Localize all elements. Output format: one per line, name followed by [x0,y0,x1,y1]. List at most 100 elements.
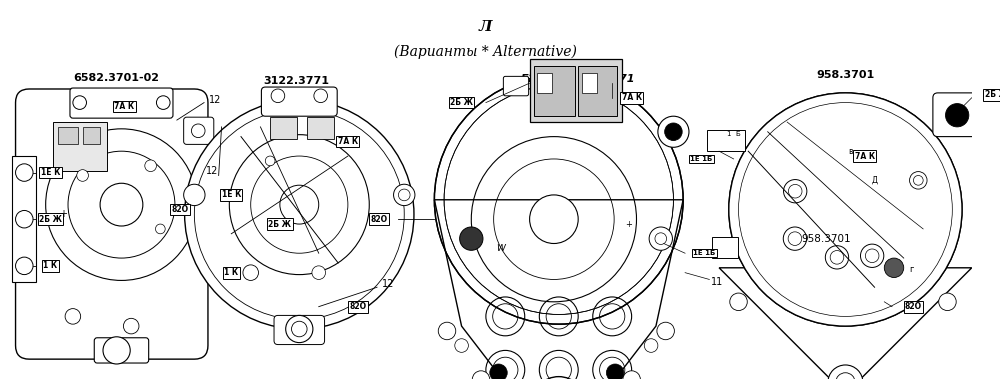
Circle shape [665,123,682,141]
Bar [530,59,622,122]
Circle shape [884,258,904,278]
Circle shape [103,337,130,364]
Circle shape [398,189,410,201]
Text: 82О: 82О [370,215,388,224]
Circle shape [860,244,884,267]
Polygon shape [719,268,972,384]
Circle shape [184,184,205,205]
Circle shape [191,124,205,137]
Text: 82О: 82О [905,302,922,311]
Text: 12: 12 [382,279,394,289]
Circle shape [939,293,956,311]
Text: Г273В; 1322.3771: Г273В; 1322.3771 [521,73,635,83]
Text: +: + [59,209,67,219]
Text: 2Б Ж: 2Б Ж [450,98,473,107]
Circle shape [145,160,156,172]
Circle shape [913,175,923,185]
Text: 2Б Ж: 2Б Ж [268,220,291,228]
Bar [53,122,107,170]
Circle shape [490,364,507,381]
Circle shape [16,164,33,181]
Bar [537,73,552,93]
Circle shape [623,371,640,384]
Circle shape [16,257,33,275]
Text: 958.3701: 958.3701 [801,233,851,243]
Circle shape [788,232,802,245]
Text: 82О: 82О [349,302,366,311]
Circle shape [644,339,658,353]
Circle shape [123,318,139,334]
Text: 7А К: 7А К [855,152,875,161]
FancyBboxPatch shape [16,89,208,359]
Circle shape [530,195,578,243]
Text: 2Б Ж: 2Б Ж [985,90,1000,99]
Text: 1Е 1Б: 1Е 1Б [693,250,716,256]
Bar [12,156,36,282]
Circle shape [784,180,807,203]
Circle shape [655,233,667,245]
Circle shape [472,371,490,384]
Circle shape [729,93,962,326]
Text: 1Е 1Б: 1Е 1Б [690,156,713,162]
Text: 2Б Ж: 2Б Ж [39,215,62,224]
Circle shape [155,224,165,234]
Bar [534,66,575,116]
FancyBboxPatch shape [261,87,337,116]
Polygon shape [434,200,683,384]
Circle shape [783,227,807,250]
Text: 7А К: 7А К [338,137,358,146]
Circle shape [286,315,313,343]
Circle shape [825,246,849,269]
Text: 1Е К: 1Е К [222,190,241,199]
FancyBboxPatch shape [712,237,738,258]
Circle shape [830,250,844,264]
Circle shape [265,156,275,166]
Circle shape [292,321,307,337]
Text: Д: Д [872,176,878,185]
Circle shape [438,322,456,340]
Circle shape [73,96,86,109]
Circle shape [649,227,672,250]
Text: 82О: 82О [171,205,188,214]
FancyBboxPatch shape [94,338,149,363]
Circle shape [729,93,962,326]
Text: в: в [848,147,853,156]
Circle shape [730,293,747,311]
Circle shape [946,104,969,127]
Circle shape [910,172,927,189]
Circle shape [65,309,81,324]
Bar [270,117,297,139]
Bar [83,127,100,144]
FancyBboxPatch shape [933,93,981,137]
Circle shape [658,116,689,147]
Text: 12: 12 [206,166,218,175]
Circle shape [100,183,143,226]
Circle shape [243,265,258,280]
Circle shape [455,339,468,353]
Text: +: + [625,220,632,228]
Circle shape [16,210,33,228]
Bar [578,66,617,116]
Text: 12: 12 [209,95,221,105]
Bar [307,117,334,139]
Circle shape [280,185,319,224]
Circle shape [836,373,855,384]
Text: г: г [909,265,914,274]
Text: 1Е К: 1Е К [41,168,60,177]
FancyBboxPatch shape [70,88,173,118]
Text: 958.3701: 958.3701 [816,70,875,80]
Circle shape [185,100,414,329]
Text: 1  Б: 1 Б [727,131,741,137]
Text: Л: Л [479,20,493,34]
Text: 1 К: 1 К [224,268,238,277]
Circle shape [314,89,327,103]
Text: W: W [496,244,505,253]
Text: 7А К: 7А К [622,93,642,102]
Circle shape [460,227,483,250]
Circle shape [77,170,88,181]
Text: 1 К: 1 К [43,262,58,270]
Bar [58,127,78,144]
FancyBboxPatch shape [184,117,214,144]
Text: 3122.3771: 3122.3771 [263,76,329,86]
Text: 6582.3701-02: 6582.3701-02 [74,73,160,83]
